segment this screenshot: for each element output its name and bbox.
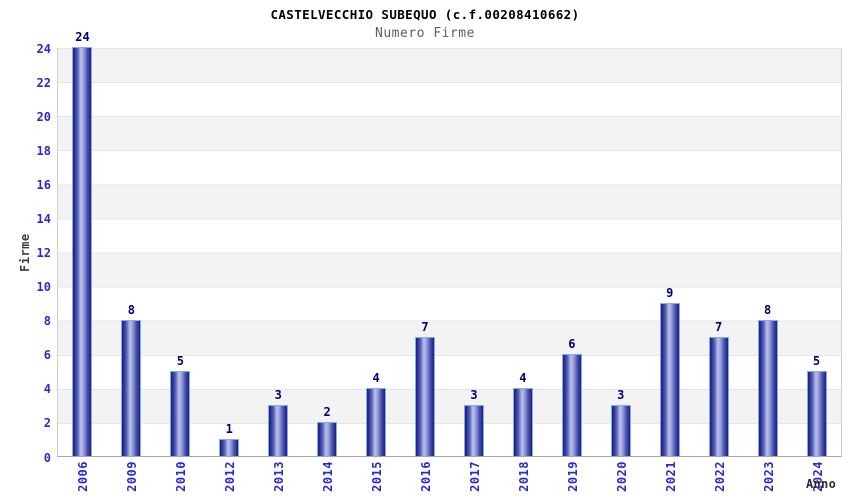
bar-value-label: 5: [176, 353, 184, 368]
bar: [659, 302, 680, 456]
bar-value-label: 7: [421, 319, 429, 334]
x-tick-label: 2014: [320, 461, 335, 492]
x-tick-slot: 2010: [156, 461, 205, 499]
bar-slot: 9: [645, 48, 694, 456]
x-tick-slot: 2021: [647, 461, 696, 499]
y-tick-label: 2: [43, 416, 51, 431]
bar: [708, 336, 729, 456]
y-tick-label: 24: [36, 41, 51, 56]
y-tick-label: 22: [36, 75, 51, 90]
bar-value-label: 5: [812, 353, 821, 368]
x-tick-label: 2022: [713, 461, 728, 492]
x-tick-label: 2009: [124, 461, 139, 492]
y-tick-label: 6: [43, 348, 51, 363]
x-tick-label: 2018: [517, 461, 532, 492]
x-tick-label: 2006: [75, 461, 90, 492]
x-tick-slot: 2013: [254, 461, 303, 499]
bar-value-label: 2: [323, 404, 331, 419]
bar-value-label: 1: [225, 421, 233, 436]
x-tick-slot: 2014: [303, 461, 352, 499]
bar-slot: 7: [401, 48, 450, 456]
bar-value-label: 4: [372, 370, 380, 385]
bar: [121, 319, 142, 456]
y-tick-label: 4: [43, 382, 51, 397]
bar-value-label: 6: [568, 336, 576, 351]
x-tick-label: 2015: [369, 461, 384, 492]
x-tick-slot: 2009: [107, 461, 156, 499]
bar-slot: 5: [156, 48, 205, 456]
x-tick-label: 2021: [664, 461, 679, 492]
y-tick-label: 14: [36, 211, 51, 226]
bar-slot: 5: [792, 48, 841, 456]
bars-row: 24 8 5 1 3 2 4 7 3 4 6 3 9 7 8 5: [58, 31, 841, 456]
y-tick-label: 12: [36, 246, 51, 260]
bar-value-label: 3: [470, 387, 478, 402]
bar-slot: 8: [107, 48, 156, 456]
bar-value-label: 8: [127, 302, 136, 317]
x-tick-slot: 2020: [598, 461, 647, 499]
x-axis-labels: 2006 2009 2010 2012 2013 2014 2015 2016 2017 2018…: [58, 461, 843, 499]
x-tick-label: 2016: [418, 461, 433, 492]
y-tick-label: 16: [36, 177, 51, 192]
x-tick-label: 2010: [173, 461, 188, 492]
y-tick-label: 18: [36, 143, 51, 158]
bar: [72, 47, 93, 456]
bar: [561, 353, 582, 456]
chart-subtitle: Numero Firme: [375, 26, 475, 41]
x-tick-label: 2012: [222, 461, 237, 492]
bar-slot: 24: [58, 31, 107, 456]
bar-slot: 2: [303, 48, 352, 456]
y-tick-label: 20: [36, 109, 51, 124]
bar-value-label: 24: [75, 30, 90, 44]
y-tick-label: 8: [43, 314, 51, 329]
x-tick-label: 2017: [468, 461, 483, 492]
bar-slot: 4: [498, 48, 547, 456]
bar-value-label: 7: [715, 319, 723, 334]
bar-value-label: 8: [763, 302, 772, 317]
bar-slot: 4: [352, 48, 401, 456]
bar-slot: 3: [596, 48, 645, 456]
y-tick-label: 10: [36, 280, 51, 295]
bar: [463, 404, 484, 456]
bar-value-label: 9: [666, 285, 674, 300]
bar-value-label: 3: [274, 387, 282, 402]
bar-slot: 3: [254, 48, 303, 456]
x-axis-title: Anno: [806, 477, 837, 491]
bar-slot: 8: [743, 48, 792, 456]
x-tick-label: 2013: [271, 461, 286, 492]
x-tick-slot: 2018: [500, 461, 549, 499]
bar: [268, 404, 289, 456]
bar-slot: 7: [694, 48, 743, 456]
bar: [757, 319, 778, 456]
bar-slot: 1: [205, 48, 254, 456]
x-tick-label: 2020: [615, 461, 630, 492]
y-tick-label: 0: [43, 450, 51, 465]
bar-slot: 6: [547, 48, 596, 456]
bar-slot: 3: [450, 48, 499, 456]
x-tick-label: 2019: [566, 461, 581, 492]
x-tick-slot: 2023: [745, 461, 794, 499]
bar: [512, 387, 533, 456]
x-tick-slot: 2019: [549, 461, 598, 499]
x-tick-slot: 2012: [205, 461, 254, 499]
bar: [317, 421, 338, 456]
bar: [806, 370, 827, 456]
bar: [610, 404, 631, 456]
x-tick-slot: 2015: [352, 461, 401, 499]
bar: [219, 438, 240, 456]
bar: [366, 387, 387, 456]
x-tick-slot: 2017: [451, 461, 500, 499]
x-tick-slot: 2022: [696, 461, 745, 499]
bar: [170, 370, 191, 456]
x-tick-slot: 2016: [401, 461, 450, 499]
x-tick-slot: 2006: [58, 461, 107, 499]
bar: [415, 336, 436, 456]
chart-title: CASTELVECCHIO SUBEQUO (c.f.00208410662): [270, 7, 580, 22]
bar-value-label: 3: [617, 387, 625, 402]
plot-area: 24 8 5 1 3 2 4 7 3 4 6 3 9 7 8 5: [57, 31, 842, 457]
bar-value-label: 4: [519, 370, 527, 385]
x-tick-label: 2023: [762, 461, 777, 492]
